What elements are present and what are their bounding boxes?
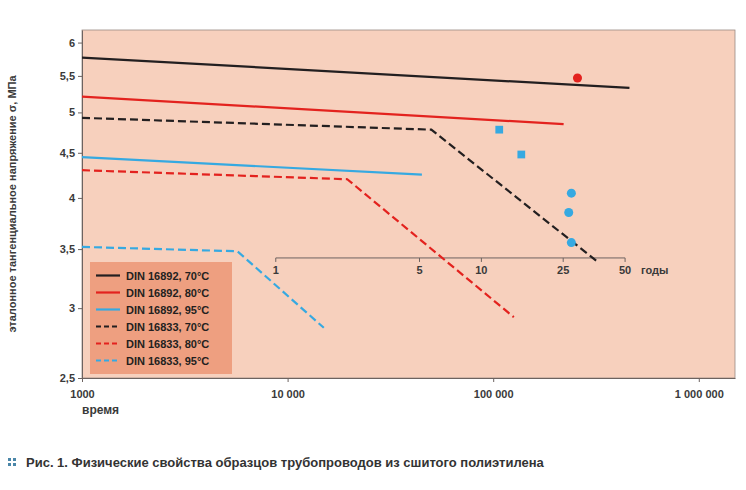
legend-swatch [96, 359, 120, 361]
x2-tick-label: 50 [619, 264, 631, 276]
plot-marks [82, 58, 629, 328]
caption-bullet [8, 458, 16, 466]
x2-tick-mark [481, 258, 482, 262]
x-tick-mark [82, 378, 83, 382]
x2-axis-line [276, 257, 625, 258]
data-point [567, 238, 576, 247]
x2-tick-mark [625, 258, 626, 262]
y-tick: 3 [69, 302, 82, 314]
legend-label: DIN 16833, 70°C [126, 321, 209, 333]
y-axis-title: эталонное тангенциальное напряжение σ, М… [6, 75, 18, 333]
caption-dot [13, 458, 16, 461]
y-tick-mark [78, 153, 82, 154]
x-axis-line [83, 378, 736, 379]
x2-axis: 1 5 10 25 50 годы [273, 258, 669, 276]
series-line [82, 58, 629, 88]
y-tick-mark [78, 112, 82, 113]
y-tick-label: 5,5 [60, 70, 75, 82]
y-tick-mark [78, 308, 82, 309]
y-axis: 2,5 3 3,5 4 4,5 5 5,5 6 [60, 31, 83, 385]
y-tick-mark [78, 198, 82, 199]
caption-dot [8, 458, 11, 461]
caption-dot [8, 463, 11, 466]
x-tick-label: 100 000 [474, 388, 514, 400]
data-point [495, 126, 503, 134]
x2-tick-mark [563, 258, 564, 262]
caption-dot [13, 463, 16, 466]
series-line [82, 118, 598, 263]
legend-label: DIN 16892, 70°C [126, 270, 209, 282]
legend-swatch [96, 342, 120, 344]
legend-box [90, 262, 232, 374]
y-tick: 4 [69, 192, 82, 204]
y-tick-label: 4 [69, 192, 76, 204]
x-axis-title: время [82, 403, 119, 417]
legend-swatch [96, 308, 120, 310]
x2-tick-label: 1 [273, 264, 279, 276]
plot-background [82, 30, 735, 378]
y-tick-mark [78, 43, 82, 44]
y-axis-line [82, 31, 83, 379]
x-tick-mark [699, 378, 700, 382]
y-tick-mark [78, 249, 82, 250]
x-tick-mark [493, 378, 494, 382]
x-tick-label: 1000 [70, 388, 94, 400]
data-point [517, 151, 525, 159]
legend-swatch [96, 325, 120, 327]
y-tick: 6 [69, 37, 82, 49]
y-tick-mark [78, 378, 82, 379]
y-tick-label: 2,5 [60, 372, 75, 384]
x-tick-label: 10 000 [271, 388, 305, 400]
legend: DIN 16892, 70°C DIN 16892, 80°C DIN 16892,… [90, 262, 232, 374]
legend-swatch [96, 274, 120, 276]
y-tick-label: 3 [69, 302, 75, 314]
x-axis: 1000 10 000 100 000 1 000 000 [70, 378, 735, 400]
y-tick: 3,5 [60, 243, 82, 255]
x-tick-label: 1 000 000 [675, 388, 724, 400]
plot-frame [82, 30, 735, 378]
legend-label: DIN 16892, 95°C [126, 304, 209, 316]
x-tick-mark [288, 378, 289, 382]
y-tick: 2,5 [60, 372, 82, 384]
series-line [82, 170, 514, 317]
y-tick: 5 [69, 106, 82, 118]
legend-label: DIN 16892, 80°C [126, 287, 209, 299]
y-tick-label: 5 [69, 106, 75, 118]
x2-tick-mark [275, 258, 276, 262]
x-tick: 10 000 [271, 378, 305, 400]
x-tick: 100 000 [474, 378, 514, 400]
chart: 1000 10 000 100 000 1 000 000 2,5 3 3,5 4 4,5 5 5,… [0, 0, 746, 490]
x2-tick-label: 25 [557, 264, 569, 276]
legend-label: DIN 16833, 95°C [126, 355, 209, 367]
data-point [564, 208, 573, 217]
data-point [573, 73, 582, 82]
y-tick-label: 6 [69, 37, 75, 49]
legend-label: DIN 16833, 80°C [126, 338, 209, 350]
chart-title: Рис. 1. Физические свойства образцов тру… [26, 455, 545, 470]
y-tick-label: 3,5 [60, 243, 75, 255]
y-tick: 4,5 [60, 147, 82, 159]
data-point [567, 189, 576, 198]
y-tick-mark [78, 76, 82, 77]
y-tick-label: 4,5 [60, 147, 75, 159]
y-tick: 5,5 [60, 70, 82, 82]
x2-tick-label: 10 [475, 264, 487, 276]
x-tick: 1 000 000 [675, 378, 724, 400]
x2-axis-title: годы [641, 264, 668, 276]
x2-tick-label: 5 [416, 264, 422, 276]
x2-tick-mark [419, 258, 420, 262]
legend-swatch [96, 291, 120, 293]
